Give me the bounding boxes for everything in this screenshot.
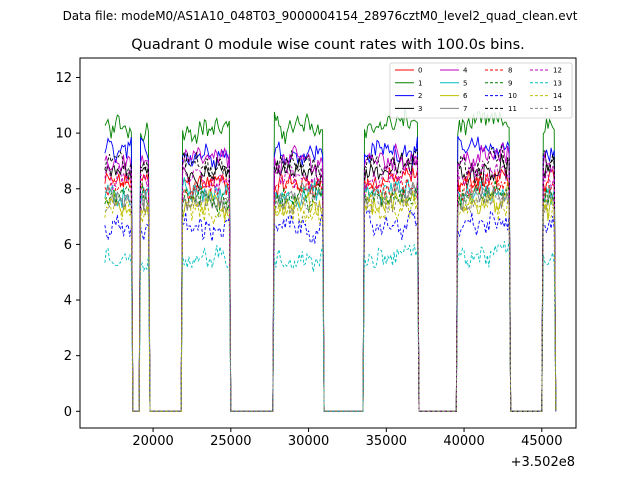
- legend-box: [389, 62, 573, 119]
- series-line-1: [104, 108, 557, 412]
- legend-label-13: 13: [553, 79, 562, 87]
- legend-label-5: 5: [463, 79, 467, 87]
- legend-label-2: 2: [418, 92, 422, 100]
- chart-title: Quadrant 0 module wise count rates with …: [131, 37, 525, 53]
- series-line-8: [104, 171, 557, 412]
- x-tick-label: 25000: [210, 434, 251, 449]
- legend-label-11: 11: [508, 105, 517, 113]
- y-tick-label: 0: [64, 405, 72, 420]
- series-line-5: [104, 177, 557, 412]
- y-tick-label: 8: [64, 182, 72, 197]
- x-tick-label: 45000: [521, 434, 562, 449]
- legend-label-7: 7: [463, 105, 467, 113]
- series-line-7: [104, 180, 557, 412]
- legend-label-3: 3: [418, 105, 422, 113]
- series-line-4: [104, 142, 557, 412]
- legend-label-9: 9: [508, 79, 512, 87]
- series-line-15: [104, 181, 557, 412]
- axes-frame: [79, 57, 577, 429]
- y-tick-label: 2: [64, 349, 72, 364]
- series-layer: [104, 108, 557, 412]
- y-tick-label: 12: [55, 71, 72, 86]
- series-line-13: [104, 240, 557, 412]
- legend-label-8: 8: [508, 67, 512, 75]
- x-tick-label: 30000: [288, 434, 329, 449]
- y-tick-label: 10: [55, 127, 72, 142]
- legend-label-15: 15: [553, 105, 562, 113]
- x-offset-label: +3.502e8: [511, 455, 575, 470]
- legend-label-4: 4: [463, 67, 468, 75]
- series-line-11: [104, 145, 557, 412]
- figure-suptitle: Data file: modeM0/AS1A10_048T03_90000041…: [63, 9, 578, 23]
- x-tick-label: 40000: [443, 434, 484, 449]
- series-line-10: [104, 208, 557, 412]
- y-tick-label: 6: [64, 238, 72, 253]
- legend-label-10: 10: [508, 92, 517, 100]
- series-line-9: [104, 180, 557, 412]
- legend-label-6: 6: [463, 92, 468, 100]
- series-line-0: [104, 167, 557, 412]
- legend-label-1: 1: [418, 79, 422, 87]
- legend-label-0: 0: [418, 67, 422, 75]
- x-tick-label: 35000: [366, 434, 407, 449]
- y-tick-label: 4: [64, 294, 72, 309]
- legend-label-14: 14: [553, 92, 562, 100]
- series-line-6: [104, 181, 557, 412]
- legend-label-12: 12: [553, 67, 562, 75]
- x-tick-label: 20000: [132, 434, 173, 449]
- series-line-14: [104, 190, 557, 412]
